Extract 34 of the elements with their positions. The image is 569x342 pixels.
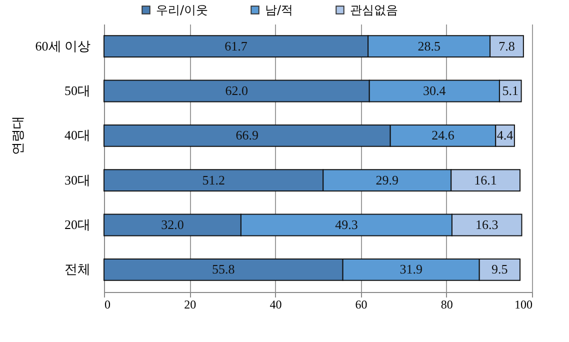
data-label: 30.4 <box>423 83 446 98</box>
data-label: 29.9 <box>376 172 398 188</box>
data-label: 31.9 <box>400 262 422 277</box>
legend-label: 관심없음 <box>350 3 398 17</box>
data-label: 28.5 <box>418 38 440 54</box>
y-tick-label: 40대 <box>64 128 90 143</box>
data-label: 61.7 <box>224 38 248 54</box>
data-label: 55.8 <box>212 262 235 277</box>
y-tick-label: 전체 <box>64 262 90 277</box>
x-tick-label: 80 <box>440 298 453 312</box>
data-label: 32.0 <box>161 217 184 232</box>
data-label: 5.1 <box>502 83 519 98</box>
y-tick-label: 30대 <box>64 172 90 188</box>
legend-label: 우리/이웃 <box>156 3 208 17</box>
x-tick-label: 60 <box>355 298 368 312</box>
data-label: 9.5 <box>492 262 508 277</box>
data-label: 49.3 <box>335 217 358 232</box>
y-tick-label: 20대 <box>64 217 90 232</box>
data-label: 7.8 <box>498 38 515 54</box>
text: 연령대 <box>11 116 26 156</box>
y-tick-label: 60세 이상 <box>35 38 90 54</box>
x-tick-label: 0 <box>104 298 110 312</box>
y-tick-label: 50대 <box>64 83 90 98</box>
data-label: 66.9 <box>236 128 259 143</box>
data-label: 16.3 <box>475 217 498 232</box>
x-tick-label: 20 <box>184 298 196 312</box>
x-tick-label: 40 <box>270 298 282 312</box>
data-label: 16.1 <box>474 172 497 188</box>
data-label: 4.4 <box>496 128 514 143</box>
x-tick-label: 100 <box>514 298 532 312</box>
data-label: 62.0 <box>225 83 248 98</box>
data-label: 51.2 <box>202 172 225 188</box>
legend-label: 남/적 <box>265 3 294 17</box>
data-label: 24.6 <box>432 128 455 143</box>
